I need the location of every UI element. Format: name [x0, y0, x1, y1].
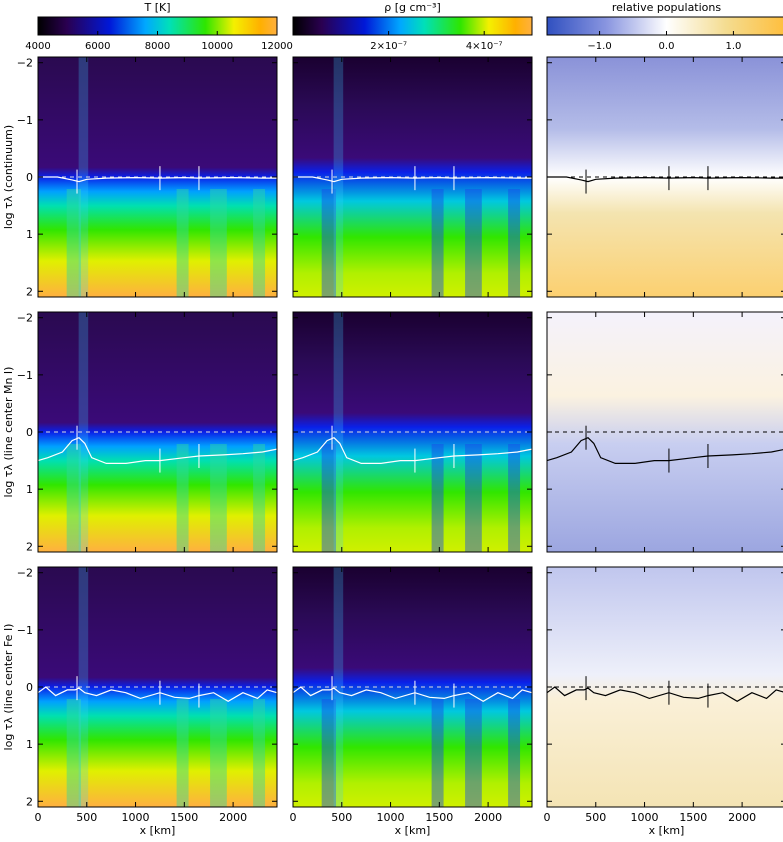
x-tick-label: 1500 — [679, 811, 707, 824]
colorbar — [547, 17, 783, 35]
heatmap-panel: 0 500 1000 1500 2000 — [290, 567, 533, 824]
y-tick-label: 2 — [26, 540, 33, 553]
x-axis-label: x [km] — [649, 824, 685, 837]
colorbar-tick-label: 0.0 — [659, 41, 675, 52]
x-tick-label: 2000 — [474, 811, 502, 824]
colorbar-tick-label: 1.0 — [725, 41, 741, 52]
y-tick-label: −2 — [17, 567, 33, 580]
x-tick-label: 1500 — [425, 811, 453, 824]
y-tick-label: 1 — [26, 483, 33, 496]
colorbar-tick-label: 8000 — [145, 41, 170, 52]
x-tick-label: 500 — [331, 811, 352, 824]
y-tick-label: −1 — [17, 114, 33, 127]
y-tick-label: 2 — [26, 285, 33, 298]
heatmap-structure — [210, 444, 227, 552]
x-tick-label: 1500 — [170, 811, 198, 824]
colorbar-tick-label: 6000 — [85, 41, 110, 52]
x-tick-label: 500 — [585, 811, 606, 824]
y-tick-label: −1 — [17, 624, 33, 637]
heatmap-structure — [177, 444, 189, 552]
colorbar-row: T [K] 4000 6000 8000 10000 12000 ρ [g cm⁻³] 2×1… — [25, 1, 783, 52]
y-tick-label: 2 — [26, 795, 33, 808]
heatmap-structure — [253, 444, 265, 552]
heatmap-structure — [508, 189, 520, 297]
y-tick-label: 0 — [26, 426, 33, 439]
heatmap-panel — [293, 57, 532, 297]
heatmap-panel: −2 −1 0 1 2 — [17, 312, 277, 554]
heatmap-structure — [432, 699, 444, 807]
colorbar-tick-label: 4000 — [25, 41, 50, 52]
x-tick-label: 0 — [35, 811, 42, 824]
colorbar-tick-label: −1.0 — [587, 41, 611, 52]
row-ylabel: log τλ (continuum) — [2, 125, 15, 229]
y-tick-label: 1 — [26, 738, 33, 751]
heatmap-structure — [177, 699, 189, 807]
heatmap-structure — [465, 189, 482, 297]
heatmap-panel: −2 −1 0 1 2 — [17, 57, 277, 299]
heatmap-structure — [432, 444, 444, 552]
heatmap-panel: 0 500 1000 1500 2000 — [544, 567, 783, 824]
colorbar-label: ρ [g cm⁻³] — [384, 1, 441, 14]
x-axis-label: x [km] — [140, 824, 176, 837]
colorbar-label: T [K] — [143, 1, 170, 14]
colorbar-tick-label: 2×10⁻⁷ — [370, 41, 407, 52]
row-ylabel: log τλ (line center Mn I) — [2, 367, 15, 498]
heatmap-panel — [547, 312, 783, 552]
heatmap-structure — [508, 699, 520, 807]
heatmap-structure — [508, 444, 520, 552]
heatmap-structure — [253, 189, 265, 297]
heatmap-structure — [210, 189, 227, 297]
x-axis-label: x [km] — [395, 824, 431, 837]
colorbar-tick-label: 12000 — [261, 41, 293, 52]
x-tick-label: 0 — [290, 811, 297, 824]
y-tick-label: −2 — [17, 312, 33, 325]
heatmap-panel — [293, 312, 532, 552]
x-tick-label: 500 — [76, 811, 97, 824]
x-tick-label: 2000 — [219, 811, 247, 824]
heatmap-panel — [547, 57, 783, 297]
row-ylabel: log τλ (line center Fe I) — [2, 624, 15, 751]
colorbar-label: relative populations — [612, 1, 722, 14]
x-tick-label: 1000 — [122, 811, 150, 824]
heatmap-structure — [465, 699, 482, 807]
heatmap-structure — [432, 189, 444, 297]
heatmap-structure — [465, 444, 482, 552]
y-tick-label: 0 — [26, 681, 33, 694]
x-tick-label: 1000 — [377, 811, 405, 824]
x-tick-label: 0 — [544, 811, 551, 824]
colorbar-tick-label: 10000 — [201, 41, 233, 52]
colorbar-tick-label: 4×10⁻⁷ — [466, 41, 503, 52]
x-tick-label: 1000 — [631, 811, 659, 824]
x-tick-label: 2000 — [728, 811, 756, 824]
y-tick-label: 0 — [26, 171, 33, 184]
heatmap-structure — [177, 189, 189, 297]
colorbar — [293, 17, 532, 35]
y-tick-label: −2 — [17, 57, 33, 70]
heatmap-structure — [253, 699, 265, 807]
y-tick-label: 1 — [26, 228, 33, 241]
y-tick-label: −1 — [17, 369, 33, 382]
heatmap-structure — [210, 699, 227, 807]
